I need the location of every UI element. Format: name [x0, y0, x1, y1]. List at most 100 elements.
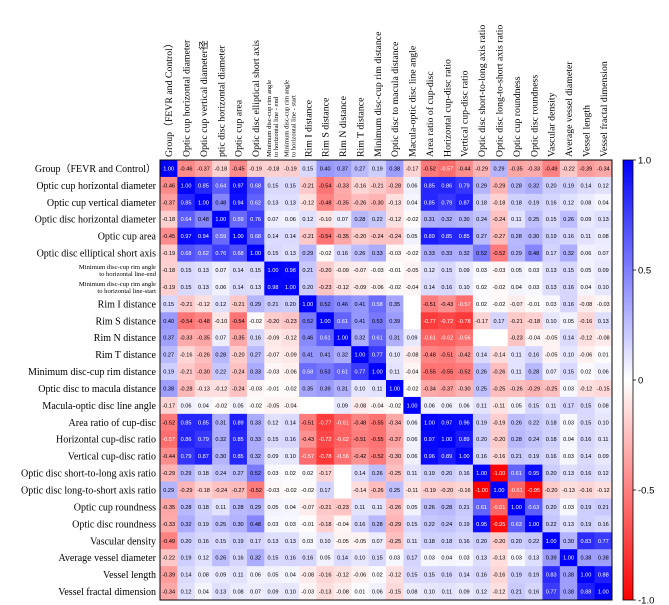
heatmap-cell [333, 566, 352, 584]
heatmap-cell [281, 346, 300, 364]
cell-value: 0.15 [563, 268, 574, 274]
heatmap-cell [542, 549, 561, 567]
cell-value: 0.41 [302, 353, 313, 359]
cell-value: 0.98 [268, 285, 279, 291]
column-label: Optic disc to macula distance [390, 41, 401, 157]
cell-value: -0.20 [493, 539, 506, 545]
cell-value: -0.08 [301, 573, 314, 579]
cell-value: 0.14 [268, 234, 279, 240]
heatmap-cell [351, 464, 369, 482]
cell-value: -0.26 [388, 505, 401, 511]
heatmap-cell [403, 244, 422, 262]
heatmap-cell [281, 583, 300, 601]
cell-value: 0.17 [320, 488, 331, 494]
heatmap-cell [507, 549, 526, 567]
heatmap-cell [542, 295, 561, 313]
cell-value: 0.48 [198, 217, 209, 223]
heatmap-cell [403, 447, 422, 465]
heatmap-cell [299, 532, 317, 550]
heatmap-cell [351, 396, 369, 415]
cell-value: 0.11 [442, 590, 452, 596]
heatmap-cell [403, 583, 422, 601]
cell-value: 0.06 [598, 370, 609, 376]
cell-value: 0.32 [250, 454, 261, 460]
heatmap-cell [246, 566, 265, 584]
heatmap-cell [490, 549, 508, 567]
heatmap-cell [472, 227, 491, 245]
heatmap-cell [264, 413, 282, 432]
cell-value: 0.83 [546, 573, 557, 579]
cell-value: 1.00 [476, 471, 487, 477]
heatmap-cell [160, 278, 178, 296]
cell-value: 0.59 [233, 217, 244, 223]
cell-value: -0.04 [336, 522, 349, 528]
cell-value: 0.22 [424, 522, 435, 528]
row-label: Optic cup roundness [74, 502, 156, 513]
cell-value: -0.35 [162, 505, 175, 511]
heatmap-cell [455, 193, 474, 212]
cell-value: -0.18 [197, 488, 210, 494]
cell-value: -0.23 [336, 505, 349, 511]
cell-value: -0.52 [423, 166, 436, 172]
heatmap-cell [160, 295, 178, 313]
cell-value: 0.29 [476, 183, 487, 189]
column-label: Optic disc short-to-long axis ratio [477, 25, 488, 157]
heatmap-cell [333, 532, 352, 550]
heatmap-cell [246, 176, 265, 195]
heatmap-cell [577, 413, 595, 432]
heatmap-cell [455, 413, 474, 432]
heatmap-cell [177, 193, 196, 212]
heatmap-cell [420, 583, 439, 601]
heatmap-cell [368, 464, 387, 482]
cell-value: 0.19 [511, 573, 522, 579]
heatmap-cell [525, 227, 543, 245]
heatmap-cell [299, 295, 317, 313]
heatmap-cell [594, 176, 613, 195]
heatmap-cell [455, 227, 474, 245]
cell-value: 1.00 [198, 200, 209, 206]
heatmap-cell [559, 515, 578, 533]
cell-value: 0.12 [268, 420, 279, 426]
cell-value: -0.52 [493, 251, 506, 257]
heatmap-cell [194, 227, 213, 245]
cell-value: 0.89 [233, 420, 244, 426]
heatmap-cell [160, 549, 178, 567]
cell-value: -0.28 [388, 183, 401, 189]
cell-value: 0.18 [546, 437, 557, 443]
cell-value: 1.00 [546, 539, 557, 545]
heatmap-cell [281, 566, 300, 584]
cell-value: 0.02 [580, 370, 591, 376]
cell-value: -0.26 [510, 386, 523, 392]
heatmap-cell [316, 176, 335, 195]
cell-value: 0.94 [198, 234, 209, 240]
colorbar [622, 159, 634, 601]
heatmap-cell [351, 244, 369, 262]
heatmap-cell [455, 515, 474, 533]
heatmap-cell [281, 515, 300, 533]
cell-value: 0.19 [372, 166, 383, 172]
cell-value: 0.03 [546, 302, 557, 308]
heatmap-cell [438, 413, 456, 432]
cell-value: -0.08 [354, 403, 367, 409]
cell-value: 0.17 [563, 403, 574, 409]
cell-value: 0.03 [268, 522, 279, 528]
heatmap-cell [229, 481, 248, 499]
heatmap-cell [229, 583, 248, 601]
heatmap-cell [542, 312, 561, 330]
cell-value: 0.94 [233, 200, 244, 206]
heatmap-cell [368, 227, 387, 245]
heatmap-cell [438, 464, 456, 482]
cell-value: -0.78 [319, 454, 332, 460]
heatmap-cell [194, 481, 213, 499]
cell-value: -0.09 [336, 268, 349, 274]
cell-value: -0.57 [301, 454, 314, 460]
heatmap-cell [490, 583, 508, 601]
heatmap-cell [507, 413, 526, 432]
cell-value: 0.38 [163, 386, 174, 392]
cell-value: -0.25 [388, 471, 401, 477]
cell-value: -0.06 [371, 285, 384, 291]
heatmap-cell [542, 430, 561, 448]
cell-value: 0.10 [424, 590, 435, 596]
grid-border [159, 159, 613, 601]
cell-value: 0.01 [598, 353, 609, 359]
